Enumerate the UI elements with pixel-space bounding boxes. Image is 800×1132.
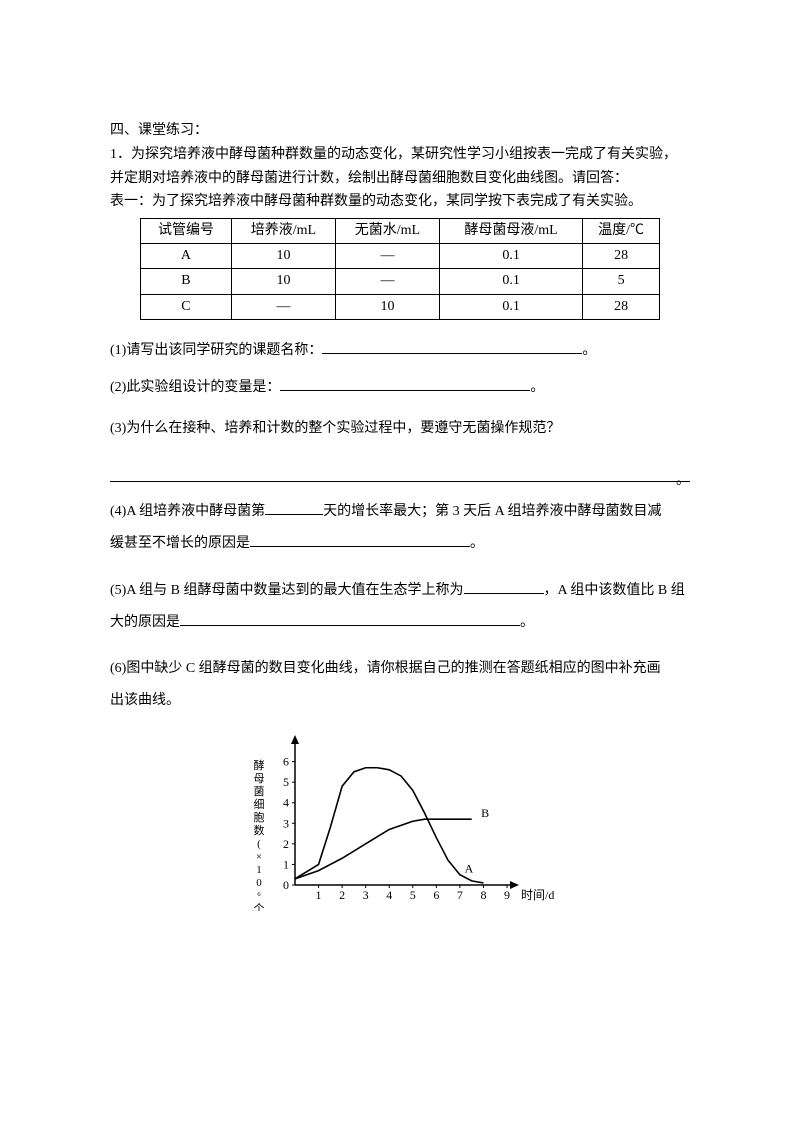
experiment-table: 试管编号 培养液/mL 无菌水/mL 酵母菌母液/mL 温度/℃ A 10 — … — [140, 218, 660, 321]
q4c-text: 缓甚至不增长的原因是 — [110, 536, 250, 551]
svg-text:0: 0 — [256, 877, 262, 889]
svg-text:3: 3 — [283, 817, 289, 831]
svg-text:胞: 胞 — [254, 811, 265, 824]
svg-text:A: A — [465, 862, 474, 876]
q1-text: (1)请写出该同学研究的课题名称： — [110, 343, 322, 358]
svg-text:数: 数 — [254, 824, 265, 837]
q6b-text: 出该曲线。 — [110, 693, 180, 708]
section-header: 四、课堂练习： — [110, 120, 690, 142]
svg-text:3: 3 — [363, 888, 369, 902]
blank-full-line — [110, 463, 690, 483]
cell: A — [141, 243, 232, 268]
svg-text:6: 6 — [433, 888, 439, 902]
svg-text:⁶: ⁶ — [257, 890, 261, 902]
blank-line — [280, 376, 530, 391]
table-header-row: 试管编号 培养液/mL 无菌水/mL 酵母菌母液/mL 温度/℃ — [141, 218, 660, 243]
svg-text:时间/d: 时间/d — [521, 888, 554, 902]
period: 。 — [470, 536, 484, 551]
svg-text:9: 9 — [504, 888, 510, 902]
cell: — — [335, 269, 439, 294]
svg-text:2: 2 — [283, 837, 289, 851]
svg-text:1: 1 — [256, 864, 262, 876]
period: 。 — [520, 615, 534, 630]
q3-text: (3)为什么在接种、培养和计数的整个实验过程中，要遵守无菌操作规范？ — [110, 421, 560, 436]
question-2: (2)此实验组设计的变量是： 。 — [110, 375, 690, 400]
svg-text:B: B — [481, 807, 489, 821]
q6-text: (6)图中缺少 C 组酵母菌的数目变化曲线，请你根据自己的推测在答题纸相应的图中… — [110, 661, 661, 676]
cell: 10 — [231, 243, 335, 268]
blank-line — [265, 500, 323, 515]
cell: 10 — [335, 294, 439, 319]
cell: 0.1 — [439, 243, 582, 268]
cell: — — [231, 294, 335, 319]
cell: — — [335, 243, 439, 268]
question-5: (5)A 组与 B 组酵母菌中数量达到的最大值在生态学上称为 ，A 组中该数值比 … — [110, 575, 690, 639]
table-row: B 10 — 0.1 5 — [141, 269, 660, 294]
intro-line-1: 1．为探究培养液中酵母菌种群数量的动态变化，某研究性学习小组按表一完成了有关实验… — [110, 144, 690, 166]
cell: 28 — [583, 294, 660, 319]
svg-text:1: 1 — [283, 858, 289, 872]
cell: 10 — [231, 269, 335, 294]
svg-text:菌: 菌 — [254, 785, 265, 798]
yeast-chart: 0123456123456789AB时间/d酵母菌细胞数(×10⁶个/mL) — [245, 731, 555, 911]
col-tube: 试管编号 — [141, 218, 232, 243]
svg-text:母: 母 — [254, 772, 265, 785]
period: 。 — [676, 465, 690, 497]
cell: 5 — [583, 269, 660, 294]
svg-text:6: 6 — [283, 755, 289, 769]
q5b-text: ，A 组中该数值比 B — [544, 583, 668, 598]
cell: 28 — [583, 243, 660, 268]
period: 。 — [530, 380, 544, 395]
question-3: (3)为什么在接种、培养和计数的整个实验过程中，要遵守无菌操作规范？ 。 — [110, 413, 690, 483]
intro-line-2: 并定期对培养液中的酵母菌进行计数，绘制出酵母菌细胞数目变化曲线图。请回答： — [110, 168, 690, 190]
svg-text:5: 5 — [410, 888, 416, 902]
svg-text:4: 4 — [283, 796, 289, 810]
svg-text:4: 4 — [386, 888, 392, 902]
q5a-text: (5)A 组与 B 组酵母菌中数量达到的最大值在生态学上称为 — [110, 583, 464, 598]
q4a-text: (4)A 组培养液中酵母菌第 — [110, 504, 265, 519]
svg-text:×: × — [256, 851, 262, 863]
cell: B — [141, 269, 232, 294]
col-temp: 温度/℃ — [583, 218, 660, 243]
svg-text:7: 7 — [457, 888, 463, 902]
svg-text:酵: 酵 — [254, 759, 265, 772]
cell: 0.1 — [439, 269, 582, 294]
question-6: (6)图中缺少 C 组酵母菌的数目变化曲线，请你根据自己的推测在答题纸相应的图中… — [110, 653, 690, 717]
blank-line — [250, 532, 470, 547]
col-water: 无菌水/mL — [335, 218, 439, 243]
q4b-text: 天的增长率最大；第 3 天后 A 组培养液中酵母菌数目减 — [323, 504, 661, 519]
table-row: A 10 — 0.1 28 — [141, 243, 660, 268]
table-row: C — 10 0.1 28 — [141, 294, 660, 319]
col-yeast: 酵母菌母液/mL — [439, 218, 582, 243]
question-4: (4)A 组培养液中酵母菌第 天的增长率最大；第 3 天后 A 组培养液中酵母菌数… — [110, 496, 690, 560]
intro-text-1: 为探究培养液中酵母菌种群数量的动态变化，某研究性学习小组按表一完成了有关实验， — [131, 147, 677, 162]
svg-text:5: 5 — [283, 776, 289, 790]
table-caption: 表一：为了探究培养液中酵母菌种群数量的动态变化，某同学按下表完成了有关实验。 — [110, 191, 690, 213]
blank-line — [464, 578, 544, 593]
svg-text:(: ( — [257, 838, 261, 850]
blank-line — [322, 339, 582, 354]
col-medium: 培养液/mL — [231, 218, 335, 243]
q2-text: (2)此实验组设计的变量是： — [110, 380, 280, 395]
svg-text:细: 细 — [254, 798, 265, 811]
blank-line — [180, 610, 520, 625]
svg-text:个: 个 — [254, 902, 265, 911]
period: 。 — [582, 343, 596, 358]
question-number: 1． — [110, 147, 131, 162]
cell: C — [141, 294, 232, 319]
question-1: (1)请写出该同学研究的课题名称： 。 — [110, 338, 690, 363]
svg-text:0: 0 — [283, 878, 289, 892]
svg-text:8: 8 — [480, 888, 486, 902]
chart-svg: 0123456123456789AB时间/d酵母菌细胞数(×10⁶个/mL) — [245, 731, 555, 911]
svg-text:1: 1 — [316, 888, 322, 902]
cell: 0.1 — [439, 294, 582, 319]
svg-text:2: 2 — [339, 888, 345, 902]
